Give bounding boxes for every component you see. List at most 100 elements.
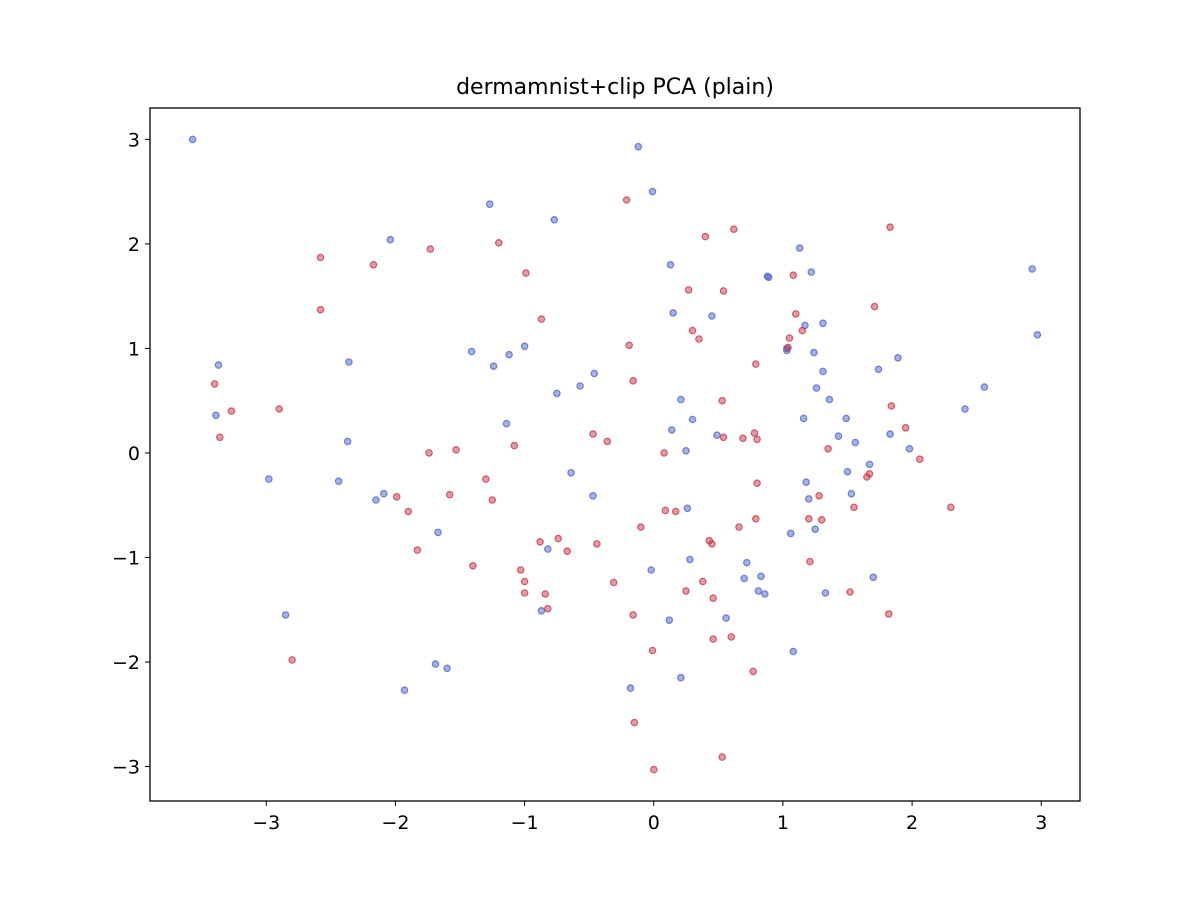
x-tick-label: −3 (252, 812, 280, 834)
data-point (698, 577, 707, 586)
data-point (445, 490, 454, 499)
data-point (214, 361, 223, 369)
data-point (825, 395, 834, 404)
data-point (815, 491, 823, 500)
data-point (713, 431, 721, 440)
data-point (665, 616, 674, 625)
data-point (666, 260, 675, 269)
data-point (751, 360, 760, 368)
data-point (469, 561, 477, 570)
data-point (288, 656, 296, 664)
data-point (625, 341, 634, 350)
data-point (735, 523, 743, 531)
data-point (847, 489, 856, 498)
data-point (212, 411, 220, 420)
data-point (870, 302, 879, 311)
series-1 (210, 196, 955, 774)
data-point (740, 574, 749, 583)
data-point (227, 407, 236, 415)
data-point (392, 492, 401, 501)
data-point (727, 633, 736, 641)
data-point (510, 441, 519, 450)
data-point (901, 423, 910, 432)
data-point (434, 528, 442, 537)
data-point (264, 475, 273, 483)
x-tick-label: 2 (906, 812, 918, 834)
data-point (695, 335, 703, 343)
data-point (789, 647, 798, 656)
data-point (804, 514, 813, 523)
data-point (742, 558, 751, 567)
data-point (739, 434, 747, 443)
data-point (886, 430, 894, 438)
data-point (647, 566, 656, 574)
data-point (537, 606, 546, 615)
data-point (550, 216, 559, 224)
data-point (520, 577, 529, 586)
data-point (846, 588, 854, 596)
data-point (494, 239, 503, 247)
y-tick-label: 2 (128, 234, 140, 256)
data-point (379, 489, 388, 498)
data-point (719, 433, 728, 442)
data-point (404, 507, 413, 516)
y-axis: −3 −2 −1 0 1 2 3 (112, 129, 150, 779)
data-point (821, 589, 830, 597)
data-point (609, 578, 618, 587)
data-point (804, 495, 813, 503)
data-point (810, 348, 818, 357)
data-point (593, 540, 601, 548)
data-point (567, 468, 575, 477)
data-point (563, 547, 572, 556)
data-point (485, 200, 494, 209)
data-point (648, 187, 657, 196)
data-point (798, 326, 807, 335)
data-point (807, 268, 816, 276)
data-point (887, 402, 896, 410)
data-point (316, 253, 325, 262)
data-point (488, 496, 497, 504)
data-point (843, 467, 852, 476)
data-point (886, 223, 894, 232)
data-point (443, 664, 451, 673)
data-point (516, 566, 525, 574)
data-point (718, 396, 727, 405)
data-point (275, 405, 284, 413)
data-point (334, 477, 343, 486)
data-point (541, 590, 550, 598)
data-point (946, 503, 955, 512)
data-point (522, 269, 530, 277)
y-tick-label: −2 (112, 652, 140, 674)
x-tick-label: −1 (511, 812, 539, 834)
data-point (905, 444, 914, 453)
data-point (648, 646, 657, 655)
data-point (489, 362, 498, 371)
data-point (431, 660, 440, 668)
data-point (520, 589, 529, 597)
data-point (467, 347, 476, 356)
data-point (753, 435, 761, 444)
y-tick-label: −1 (112, 547, 140, 569)
data-point (865, 460, 874, 469)
data-point (634, 142, 643, 151)
data-point (589, 491, 597, 500)
data-point (400, 686, 409, 695)
data-point (751, 514, 760, 523)
data-point (834, 432, 843, 441)
data-point (729, 225, 738, 234)
x-tick-label: 1 (777, 812, 789, 834)
plot-area-frame (149, 107, 1081, 802)
data-point (884, 610, 893, 618)
data-point (386, 235, 395, 244)
data-point (589, 430, 597, 438)
data-point (791, 310, 800, 318)
data-point (850, 503, 858, 512)
data-point (216, 433, 224, 442)
data-point (669, 309, 677, 317)
data-point (719, 287, 728, 295)
data-point (210, 380, 219, 388)
data-point (688, 326, 697, 335)
data-point (649, 765, 658, 774)
data-point (749, 667, 758, 676)
